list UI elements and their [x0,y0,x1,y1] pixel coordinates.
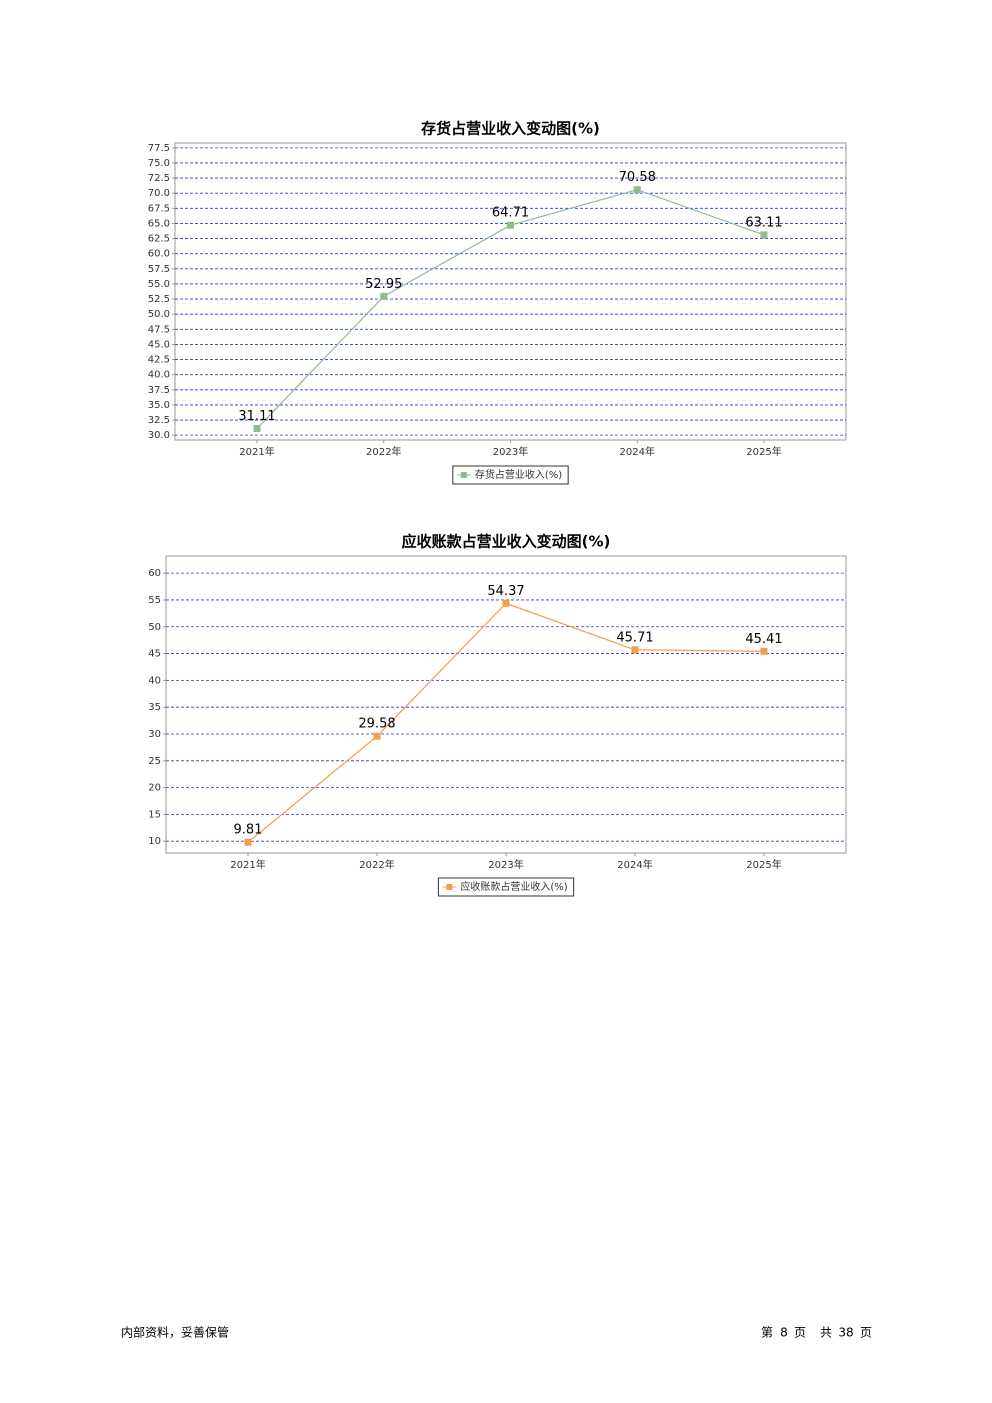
y-tick-label: 40.0 [148,370,170,381]
data-point [380,292,388,300]
y-tick-label: 72.5 [148,173,170,184]
legend-swatch [446,884,453,890]
y-tick-label: 60.0 [148,249,170,260]
y-tick-label: 20 [148,783,161,794]
data-label: 9.81 [234,823,263,838]
data-label: 64.71 [492,206,529,221]
legend: 应收账款占营业收入(%) [437,877,575,897]
y-tick-label: 40 [148,675,161,686]
data-point [631,646,639,654]
legend: 存货占营业收入(%) [452,465,569,485]
legend-label: 应收账款占营业收入(%) [460,880,567,893]
y-tick-label: 42.5 [148,355,170,366]
data-label: 63.11 [745,215,782,230]
data-point [373,732,381,740]
y-tick-label: 15 [148,809,161,820]
x-tick-label: 2023年 [493,445,528,458]
y-tick-label: 35 [148,702,161,713]
page-text: 8 [780,1326,788,1340]
x-tick-label: 2024年 [617,858,652,871]
page-number: 第 8 页共 38 页 [761,1326,872,1340]
x-tick-label: 2022年 [359,858,394,871]
footer-note: 内部资料，妥善保管 [121,1325,229,1340]
y-tick-label: 45.0 [148,339,170,350]
y-tick-label: 62.5 [148,234,170,245]
y-tick-label: 47.5 [148,324,170,335]
plot-area [174,142,847,441]
legend-swatch [460,472,467,478]
data-label: 52.95 [365,277,402,292]
y-tick-label: 10 [148,836,161,847]
page-text: 38 [838,1326,853,1340]
data-point [760,647,768,655]
data-point [502,599,510,607]
data-label: 45.41 [745,632,782,647]
x-tick-label: 2021年 [230,858,265,871]
y-tick-label: 77.5 [148,143,170,154]
y-tick-label: 70.0 [148,188,170,199]
y-tick-label: 30 [148,729,161,740]
page-text: 页 [860,1326,872,1340]
legend-box [437,877,575,897]
y-tick-label: 45 [148,649,161,660]
data-label: 45.71 [616,630,653,645]
y-tick-label: 52.5 [148,294,170,305]
y-tick-label: 65.0 [148,218,170,229]
page-text: 共 [820,1326,832,1340]
legend-box [452,465,569,485]
y-tick-label: 67.5 [148,203,170,214]
x-tick-label: 2022年 [366,445,401,458]
data-label: 70.58 [619,170,656,185]
data-label: 31.11 [238,409,275,424]
x-tick-label: 2023年 [488,858,523,871]
data-point [244,838,252,846]
y-tick-label: 60 [148,568,161,579]
y-tick-label: 32.5 [148,415,170,426]
data-point [507,221,514,229]
data-label: 54.37 [487,584,524,599]
y-tick-label: 37.5 [148,385,170,396]
y-tick-label: 75.0 [148,158,170,169]
x-tick-label: 2025年 [746,858,781,871]
data-point [633,186,641,194]
page-text: 页 [794,1326,806,1340]
chart-title: 存货占营业收入变动图(%) [421,120,600,138]
x-tick-label: 2025年 [746,445,781,458]
page-text: 第 [761,1326,773,1340]
y-tick-label: 55.0 [148,279,170,290]
x-tick-label: 2021年 [239,445,274,458]
y-tick-label: 57.5 [148,264,170,275]
y-tick-label: 55 [148,595,161,606]
data-point [253,424,261,432]
data-label: 29.58 [358,717,395,732]
x-tick-label: 2024年 [620,445,655,458]
y-tick-label: 30.0 [148,430,170,441]
y-tick-label: 50.0 [148,309,170,320]
y-tick-label: 25 [148,756,161,767]
y-tick-label: 35.0 [148,400,170,411]
legend-label: 存货占营业收入(%) [475,468,562,481]
y-tick-label: 50 [148,622,161,633]
chart-title: 应收账款占营业收入变动图(%) [402,533,611,551]
data-point [760,231,768,239]
